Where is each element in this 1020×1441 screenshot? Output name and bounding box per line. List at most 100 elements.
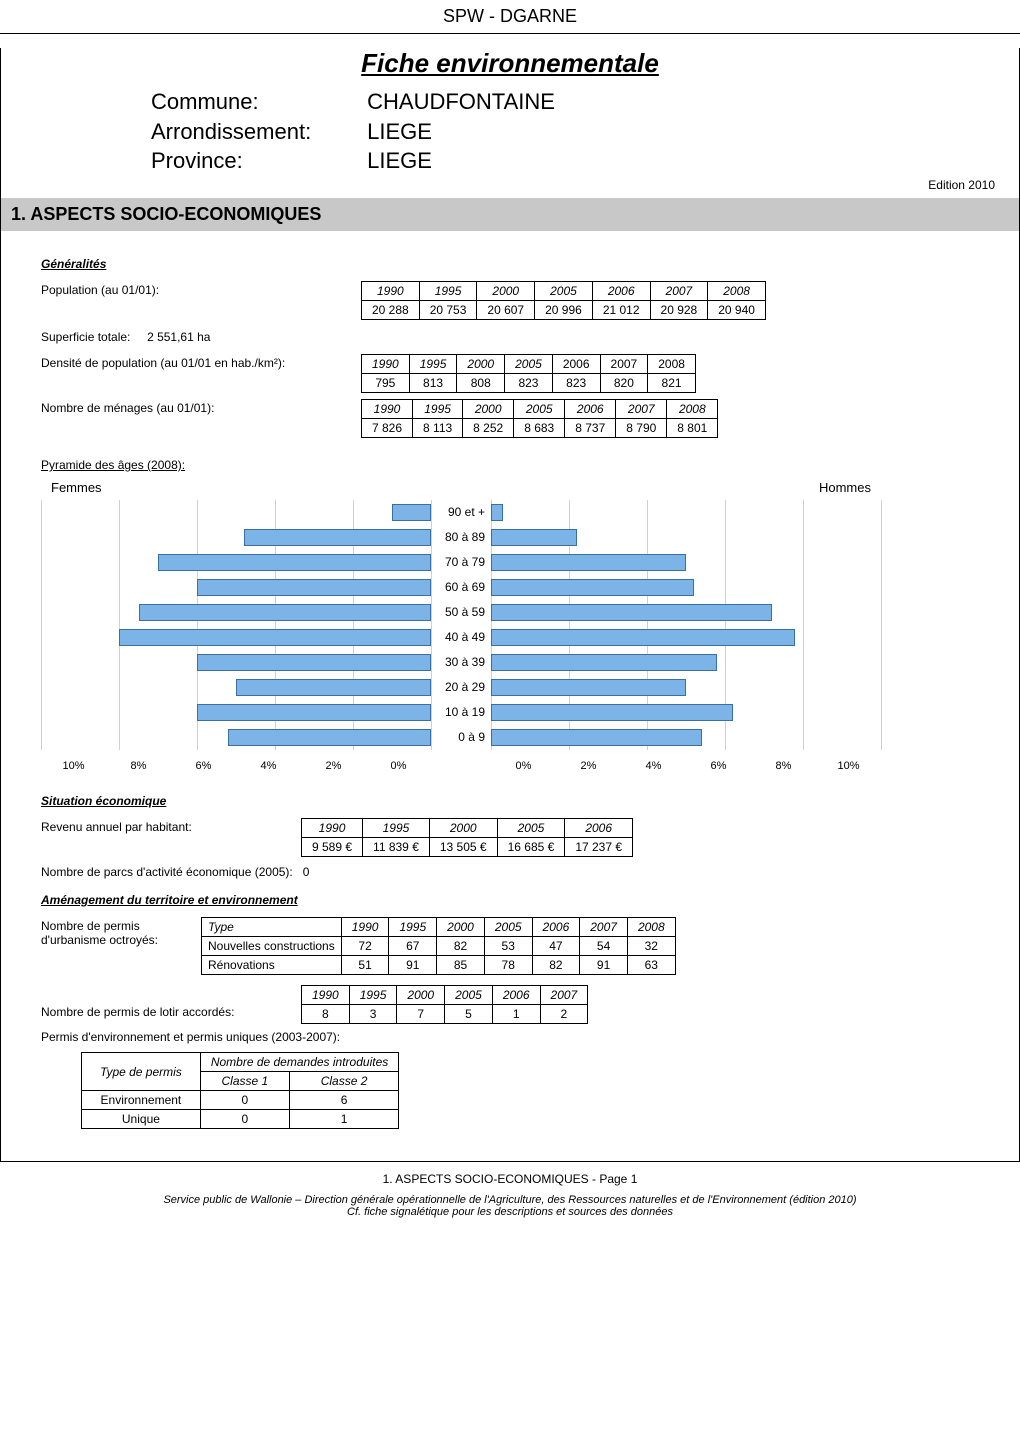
table-cell: 8 252 (463, 419, 514, 438)
table-cell: 20 940 (708, 301, 766, 320)
table-cell: Rénovations (202, 956, 342, 975)
table-header: 1995 (413, 400, 463, 419)
table-header: 2006 (592, 282, 650, 301)
footer-cf: Cf. fiche signalétique pour les descript… (40, 1206, 980, 1218)
table-header: 2006 (565, 400, 616, 419)
age-label: 0 à 9 (431, 725, 491, 750)
age-label: 30 à 39 (431, 650, 491, 675)
main-container: Fiche environnementale Commune: CHAUDFON… (0, 48, 1020, 1161)
footer-page: 1. ASPECTS SOCIO-ECONOMIQUES - Page 1 (40, 1172, 980, 1186)
table-header: Nombre de demandes introduites (200, 1053, 398, 1072)
generalites-title: Généralités (41, 257, 979, 271)
age-label: 20 à 29 (431, 675, 491, 700)
age-label: 80 à 89 (431, 525, 491, 550)
table-header: 2005 (484, 918, 532, 937)
table-cell: 32 (627, 937, 675, 956)
footer-service: Service public de Wallonie – Direction g… (40, 1194, 980, 1206)
axis-tick: 6% (171, 760, 236, 772)
table-cell: 808 (457, 374, 505, 393)
table-cell: 8 113 (413, 419, 463, 438)
age-label: 70 à 79 (431, 550, 491, 575)
table-header: 2008 (648, 355, 696, 374)
pyramid-bar (491, 654, 717, 671)
pyramid-bar (197, 654, 431, 671)
revenu-label: Revenu annuel par habitant: (41, 818, 301, 834)
axis-tick: 8% (106, 760, 171, 772)
commune-label: Commune: (151, 87, 361, 117)
table-header: 2000 (397, 986, 445, 1005)
permis-label: Nombre de permis d'urbanisme octroyés: (41, 917, 201, 947)
menages-table: 19901995200020052006200720087 8268 1138 … (361, 399, 718, 438)
axis-tick: 2% (556, 760, 621, 772)
pyramid-bar (491, 679, 686, 696)
table-cell: 8 (302, 1005, 350, 1024)
table-header: 1990 (362, 400, 413, 419)
pyramid-bar (392, 504, 431, 521)
table-header: Type (202, 918, 342, 937)
age-label: 60 à 69 (431, 575, 491, 600)
lotir-row: Nombre de permis de lotir accordés: 1990… (41, 985, 979, 1024)
lotir-table: 199019952000200520062007837512 (301, 985, 588, 1024)
table-header: 2006 (552, 355, 600, 374)
pyramid-male-title: Hommes (819, 480, 871, 495)
table-cell: Environnement (82, 1091, 201, 1110)
section-1-title: 1. ASPECTS SOCIO-ECONOMIQUES (1, 198, 1019, 231)
pyramid-bar (491, 554, 686, 571)
axis-tick: 0% (366, 760, 431, 772)
permis-env-table: Type de permisNombre de demandes introdu… (81, 1052, 399, 1129)
table-cell: 0 (200, 1091, 289, 1110)
axis-tick: 2% (301, 760, 366, 772)
axis-tick: 8% (751, 760, 816, 772)
commune-value: CHAUDFONTAINE (367, 89, 555, 114)
pyramid-label: Pyramide des âges (2008): (41, 458, 979, 472)
axis-tick: 0% (491, 760, 556, 772)
table-header: 2008 (667, 400, 718, 419)
table-header: 1990 (341, 918, 389, 937)
table-cell: 0 (200, 1110, 289, 1129)
table-cell: 67 (389, 937, 437, 956)
table-header: 2000 (429, 819, 497, 838)
pyramid-bar (491, 579, 694, 596)
table-cell: 7 (397, 1005, 445, 1024)
axis-tick: 10% (41, 760, 106, 772)
commune-block: Commune: CHAUDFONTAINE Arrondissement: L… (151, 87, 1019, 176)
prov-value: LIEGE (367, 148, 432, 173)
pyramid-bar (236, 679, 431, 696)
revenu-row: Revenu annuel par habitant: 199019952000… (41, 818, 979, 857)
table-cell: 3 (349, 1005, 397, 1024)
axis-tick: 6% (686, 760, 751, 772)
pyramid-bar (491, 729, 702, 746)
table-header: 2007 (650, 282, 708, 301)
table-cell: 51 (341, 956, 389, 975)
table-cell: 11 839 € (363, 838, 430, 857)
table-cell: 91 (580, 956, 628, 975)
table-cell: 823 (552, 374, 600, 393)
table-header: 2007 (600, 355, 648, 374)
permis-env-label: Permis d'environnement et permis uniques… (41, 1030, 979, 1044)
table-cell: 63 (627, 956, 675, 975)
table-cell: 20 996 (535, 301, 593, 320)
table-header: 1995 (409, 355, 457, 374)
age-label: 50 à 59 (431, 600, 491, 625)
prov-label: Province: (151, 146, 361, 176)
table-cell: 53 (484, 937, 532, 956)
table-header: 2007 (616, 400, 667, 419)
edition-label: Edition 2010 (1, 176, 1019, 198)
table-cell: 813 (409, 374, 457, 393)
superficie-value: 2 551,61 ha (147, 330, 210, 344)
table-cell: 1 (289, 1110, 398, 1129)
table-cell: 1 (492, 1005, 540, 1024)
pyramid-bar (139, 604, 432, 621)
table-cell: 6 (289, 1091, 398, 1110)
table-header: 1995 (349, 986, 397, 1005)
axis-tick: 10% (816, 760, 881, 772)
menages-label: Nombre de ménages (au 01/01): (41, 399, 361, 415)
table-cell: 47 (532, 937, 580, 956)
table-cell: 13 505 € (429, 838, 497, 857)
table-header: 1990 (302, 986, 350, 1005)
population-row: Population (au 01/01): 19901995200020052… (41, 281, 979, 320)
situation-title: Situation économique (41, 794, 979, 808)
densite-row: Densité de population (au 01/01 en hab./… (41, 354, 979, 393)
age-label: 90 et + (431, 500, 491, 525)
table-header: 2000 (477, 282, 535, 301)
